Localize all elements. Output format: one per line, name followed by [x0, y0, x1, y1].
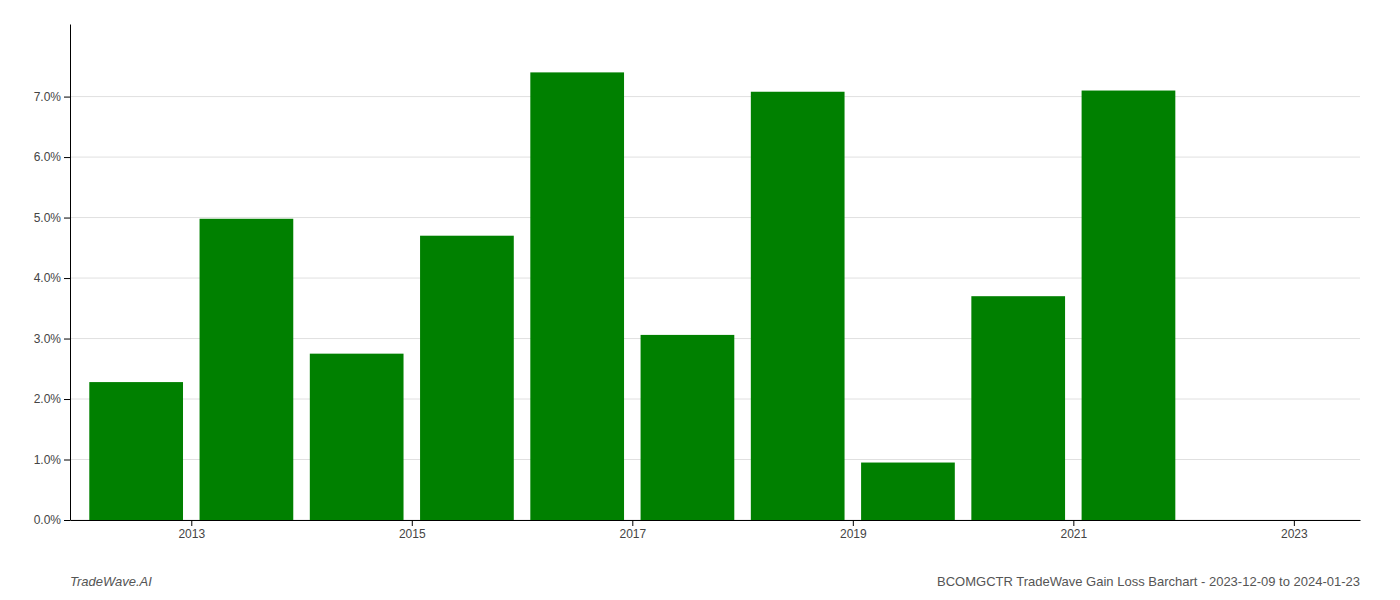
bar	[530, 72, 624, 520]
y-tick: 1.0%	[34, 453, 70, 467]
bar	[1082, 91, 1176, 520]
bar	[971, 296, 1065, 520]
x-tick-label: 2019	[840, 527, 867, 541]
x-tick-label: 2015	[399, 527, 426, 541]
bar	[310, 354, 404, 520]
y-tick-mark	[64, 339, 70, 340]
y-tick-label: 2.0%	[34, 392, 62, 406]
bars	[89, 72, 1175, 520]
y-tick: 6.0%	[34, 150, 70, 164]
y-tick-mark	[64, 157, 70, 158]
y-tick: 5.0%	[34, 211, 70, 225]
y-tick: 4.0%	[34, 271, 70, 285]
y-tick-label: 0.0%	[34, 513, 62, 527]
x-tick-label: 2017	[619, 527, 646, 541]
y-tick-label: 7.0%	[34, 90, 62, 104]
x-tick-mark	[191, 520, 192, 526]
y-tick-mark	[64, 460, 70, 461]
bar	[420, 236, 514, 520]
bar	[861, 463, 955, 520]
x-tick: 2019	[840, 520, 867, 541]
bar	[89, 382, 183, 520]
y-axis: 0.0% 1.0% 2.0% 3.0% 4.0% 5.0% 6.0% 7.0%	[34, 25, 71, 528]
y-tick-label: 4.0%	[34, 271, 62, 285]
bar	[200, 219, 294, 520]
bar	[641, 335, 735, 520]
y-tick-mark	[64, 218, 70, 219]
y-tick: 2.0%	[34, 392, 70, 406]
x-tick: 2013	[178, 520, 205, 541]
y-tick-label: 6.0%	[34, 150, 62, 164]
x-tick-mark	[1073, 520, 1074, 526]
y-tick: 0.0%	[34, 513, 70, 527]
y-tick-mark	[64, 97, 70, 98]
x-tick: 2017	[619, 520, 646, 541]
footer-left: TradeWave.AI	[70, 574, 152, 589]
x-tick-label: 2021	[1060, 527, 1087, 541]
x-tick: 2023	[1281, 520, 1308, 541]
footer-right: BCOMGCTR TradeWave Gain Loss Barchart - …	[937, 574, 1360, 589]
chart: 2013 2015 2017 2019 2021 2023 0.0% 1.0% 2.0% 3.0%…	[0, 0, 1400, 600]
x-tick-label: 2023	[1281, 527, 1308, 541]
x-tick: 2015	[399, 520, 426, 541]
y-tick-label: 3.0%	[34, 332, 62, 346]
y-tick: 3.0%	[34, 332, 70, 346]
x-tick-mark	[1294, 520, 1295, 526]
y-tick-mark	[64, 278, 70, 279]
y-tick-label: 5.0%	[34, 211, 62, 225]
x-tick-mark	[412, 520, 413, 526]
y-tick-label: 1.0%	[34, 453, 62, 467]
x-tick-label: 2013	[178, 527, 205, 541]
bar	[751, 92, 845, 520]
x-axis: 2013 2015 2017 2019 2021 2023	[71, 520, 1361, 541]
y-tick: 7.0%	[34, 90, 70, 104]
y-axis-line	[70, 25, 71, 521]
y-tick-mark	[64, 520, 70, 521]
x-tick-mark	[632, 520, 633, 526]
y-tick-mark	[64, 399, 70, 400]
x-tick: 2021	[1060, 520, 1087, 541]
x-axis-line	[71, 520, 1361, 521]
x-tick-mark	[853, 520, 854, 526]
